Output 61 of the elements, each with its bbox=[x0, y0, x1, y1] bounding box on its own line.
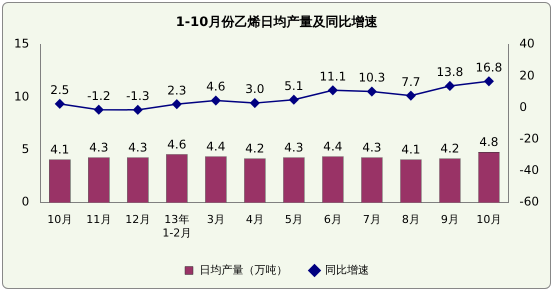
x-tick-label: 3月 bbox=[206, 213, 225, 226]
point bbox=[484, 76, 494, 86]
y2-tick-label: -20 bbox=[519, 132, 540, 146]
data-label: 11.1 bbox=[319, 69, 346, 84]
data-label: 4.1 bbox=[401, 142, 420, 157]
data-label: 3.0 bbox=[245, 82, 264, 96]
point bbox=[328, 86, 338, 96]
data-label: 4.4 bbox=[323, 139, 342, 154]
point bbox=[55, 99, 65, 109]
y2-tick-label: -40 bbox=[519, 163, 540, 178]
point bbox=[289, 94, 299, 104]
point bbox=[445, 81, 455, 91]
data-label: 4.6 bbox=[206, 80, 226, 94]
x-tick-label: 8月 bbox=[402, 213, 420, 226]
x-tick-label: 12月 bbox=[125, 213, 150, 226]
point bbox=[94, 104, 104, 114]
data-label: 2.3 bbox=[167, 83, 186, 98]
data-label: 4.1 bbox=[50, 142, 70, 157]
legend-label: 日均产量（万吨） bbox=[200, 263, 288, 276]
y2-tick-label: 40 bbox=[519, 36, 535, 51]
x-tick-label: 13年 1-2月 bbox=[162, 213, 192, 240]
data-label: 2.5 bbox=[50, 82, 70, 97]
data-label: 4.3 bbox=[128, 140, 148, 154]
data-label: 4.3 bbox=[89, 140, 108, 154]
point bbox=[133, 105, 143, 115]
data-label: 4.2 bbox=[245, 141, 264, 156]
data-label: 13.8 bbox=[436, 65, 464, 80]
y2-tick-label: -60 bbox=[519, 194, 540, 209]
x-tick-label: 10月 bbox=[476, 213, 502, 226]
data-label: 4.2 bbox=[440, 141, 460, 156]
x-tick-label: 6月 bbox=[324, 213, 342, 226]
y-tick-label: 5 bbox=[22, 142, 30, 156]
x-tick-label: 9月 bbox=[440, 213, 459, 226]
y-tick-label: 10 bbox=[14, 89, 30, 104]
x-tick-label: 5月 bbox=[284, 213, 303, 226]
legend-label: 同比增速 bbox=[325, 263, 369, 276]
data-label: 4.3 bbox=[284, 140, 304, 154]
data-label: 4.4 bbox=[206, 139, 226, 154]
chart-title: 1-10月份乙烯日均产量及同比增速 bbox=[176, 14, 378, 30]
x-tick-label: 4月 bbox=[246, 213, 264, 226]
data-label: 7.7 bbox=[401, 74, 420, 89]
y-tick-label: 15 bbox=[14, 36, 30, 51]
data-label: -1.2 bbox=[87, 88, 110, 103]
y-tick-label: 0 bbox=[22, 194, 30, 209]
data-label: 10.3 bbox=[358, 70, 386, 85]
y2-tick-label: 20 bbox=[519, 68, 535, 82]
data-label: 5.1 bbox=[284, 78, 304, 93]
point bbox=[211, 96, 221, 106]
point bbox=[406, 90, 416, 100]
point bbox=[367, 86, 377, 96]
x-tick-label: 10月 bbox=[47, 213, 72, 226]
x-tick-label: 11月 bbox=[86, 213, 112, 226]
data-label: 4.6 bbox=[167, 137, 186, 152]
data-label: 16.8 bbox=[476, 60, 502, 74]
point bbox=[172, 99, 182, 109]
data-label: 4.8 bbox=[479, 135, 498, 150]
x-tick-label: 7月 bbox=[362, 213, 381, 226]
data-label: 4.3 bbox=[362, 140, 382, 154]
data-label: -1.3 bbox=[126, 88, 150, 103]
point bbox=[250, 98, 260, 108]
y2-tick-label: 0 bbox=[519, 100, 528, 114]
